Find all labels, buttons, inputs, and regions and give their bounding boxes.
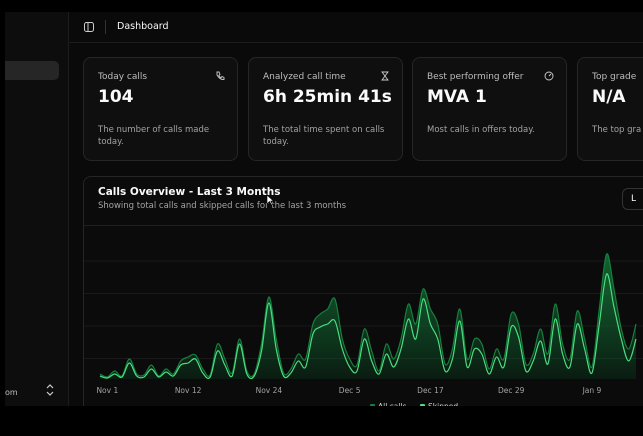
stat-card: Top grade N/A The top gra bbox=[577, 57, 643, 161]
x-tick-label: Nov 24 bbox=[256, 386, 283, 395]
card-value: 6h 25min 41s bbox=[263, 87, 392, 107]
stat-card: Today calls 104 The number of calls made… bbox=[83, 57, 238, 161]
card-description: Most calls in offers today. bbox=[427, 125, 535, 135]
legend-swatch bbox=[420, 404, 425, 406]
card-title: Top grade bbox=[592, 72, 637, 82]
x-tick-label: Dec 17 bbox=[417, 386, 444, 395]
chart-subtitle: Showing total calls and skipped calls fo… bbox=[98, 201, 347, 211]
range-select[interactable]: L bbox=[622, 188, 643, 210]
chart-title: Calls Overview - Last 3 Months bbox=[98, 186, 281, 198]
card-description: The top gra bbox=[592, 125, 642, 135]
mouse-cursor bbox=[266, 194, 274, 206]
card-title: Best performing offer bbox=[427, 72, 524, 82]
sidebar-toggle[interactable] bbox=[84, 22, 94, 32]
legend-label: All calls bbox=[378, 402, 407, 406]
sidebar-footer-text: om bbox=[5, 388, 18, 397]
card-description: The total time spent on calls today. bbox=[263, 125, 385, 147]
sidebar: om bbox=[5, 12, 69, 406]
chart-divider bbox=[84, 225, 643, 226]
x-tick-label: Jan 9 bbox=[582, 386, 602, 395]
x-tick-label: Dec 29 bbox=[498, 386, 525, 395]
area-fill bbox=[100, 273, 636, 379]
stat-card: Analyzed call time 6h 25min 41s The tota… bbox=[248, 57, 403, 161]
series-line bbox=[99, 273, 637, 380]
page-title: Dashboard bbox=[117, 21, 169, 32]
hourglass-icon bbox=[381, 71, 389, 81]
legend-label: Skipped bbox=[428, 402, 458, 406]
app-window: om Dashboard Today calls 104 The number … bbox=[5, 12, 643, 406]
card-description: The number of calls made today. bbox=[98, 125, 210, 147]
chart-card: Calls Overview - Last 3 Months Showing t… bbox=[83, 176, 643, 406]
stat-card: Best performing offer MVA 1 Most calls i… bbox=[412, 57, 567, 161]
card-value: 104 bbox=[98, 87, 134, 107]
separator bbox=[105, 20, 106, 34]
card-title: Analyzed call time bbox=[263, 72, 346, 82]
chart: Nov 1 Nov 12 Nov 24 Dec 5 Dec 17 Dec 29 Jan 9 A… bbox=[84, 253, 643, 406]
gauge-icon bbox=[544, 71, 554, 81]
phone-icon bbox=[216, 71, 225, 80]
sidebar-active-item[interactable] bbox=[5, 61, 59, 80]
x-tick-label: Nov 1 bbox=[96, 386, 118, 395]
legend-swatch bbox=[370, 404, 375, 406]
x-tick-label: Dec 5 bbox=[339, 386, 361, 395]
x-tick-label: Nov 12 bbox=[175, 386, 202, 395]
chevron-icon[interactable] bbox=[45, 384, 55, 396]
series-line bbox=[99, 253, 637, 378]
card-title: Today calls bbox=[98, 72, 148, 82]
header-divider bbox=[69, 42, 643, 43]
card-value: MVA 1 bbox=[427, 87, 487, 107]
card-value: N/A bbox=[592, 87, 626, 107]
